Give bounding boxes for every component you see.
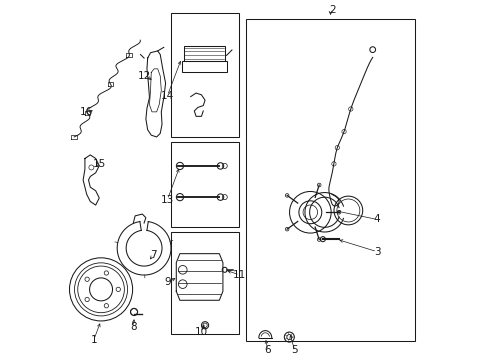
Text: 9: 9 xyxy=(164,277,170,287)
Bar xyxy=(171,13,239,137)
Bar xyxy=(246,19,414,341)
Text: 4: 4 xyxy=(373,215,380,224)
Text: 6: 6 xyxy=(264,345,270,355)
Text: 14: 14 xyxy=(161,91,174,101)
Text: 7: 7 xyxy=(149,250,156,260)
Text: 12: 12 xyxy=(137,71,150,81)
Text: 5: 5 xyxy=(291,345,297,355)
Bar xyxy=(183,46,224,61)
Text: 2: 2 xyxy=(328,5,335,15)
Bar xyxy=(171,142,239,226)
Text: 16: 16 xyxy=(80,107,93,117)
Bar xyxy=(182,61,226,72)
Text: 8: 8 xyxy=(130,322,136,332)
Text: 1: 1 xyxy=(90,334,97,345)
Text: 11: 11 xyxy=(233,270,246,280)
Text: 15: 15 xyxy=(92,159,106,169)
Text: 13: 13 xyxy=(161,195,174,205)
Text: 10: 10 xyxy=(195,327,207,337)
Bar xyxy=(171,232,239,334)
Text: 3: 3 xyxy=(373,247,380,257)
